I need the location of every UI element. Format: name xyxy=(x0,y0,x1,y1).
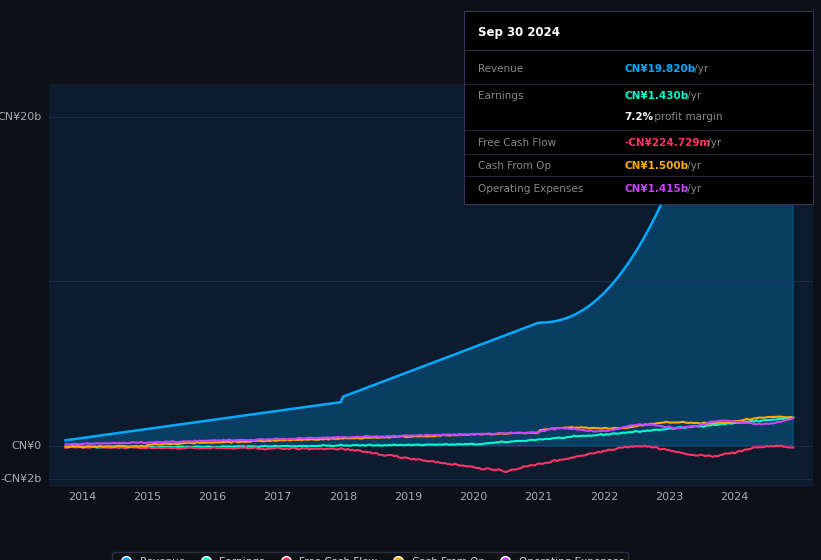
Text: Earnings: Earnings xyxy=(478,91,523,101)
Text: /yr: /yr xyxy=(684,91,701,101)
Text: Free Cash Flow: Free Cash Flow xyxy=(478,138,556,148)
Text: -CN¥224.729m: -CN¥224.729m xyxy=(624,138,711,148)
Legend: Revenue, Earnings, Free Cash Flow, Cash From Op, Operating Expenses: Revenue, Earnings, Free Cash Flow, Cash … xyxy=(112,552,628,560)
Text: /yr: /yr xyxy=(684,184,701,194)
Text: CN¥0: CN¥0 xyxy=(11,441,42,451)
Text: /yr: /yr xyxy=(684,161,701,171)
Text: /yr: /yr xyxy=(690,64,708,74)
Text: Cash From Op: Cash From Op xyxy=(478,161,551,171)
Text: CN¥1.430b: CN¥1.430b xyxy=(624,91,689,101)
Text: CN¥20b: CN¥20b xyxy=(0,112,42,122)
Text: CN¥19.820b: CN¥19.820b xyxy=(624,64,695,74)
Text: -CN¥2b: -CN¥2b xyxy=(0,474,42,484)
Text: profit margin: profit margin xyxy=(651,113,722,123)
Text: Sep 30 2024: Sep 30 2024 xyxy=(478,26,560,39)
Text: CN¥1.500b: CN¥1.500b xyxy=(624,161,689,171)
Text: /yr: /yr xyxy=(704,138,721,148)
Text: Operating Expenses: Operating Expenses xyxy=(478,184,583,194)
Text: CN¥1.415b: CN¥1.415b xyxy=(624,184,689,194)
Text: 7.2%: 7.2% xyxy=(624,113,654,123)
Text: Revenue: Revenue xyxy=(478,64,523,74)
